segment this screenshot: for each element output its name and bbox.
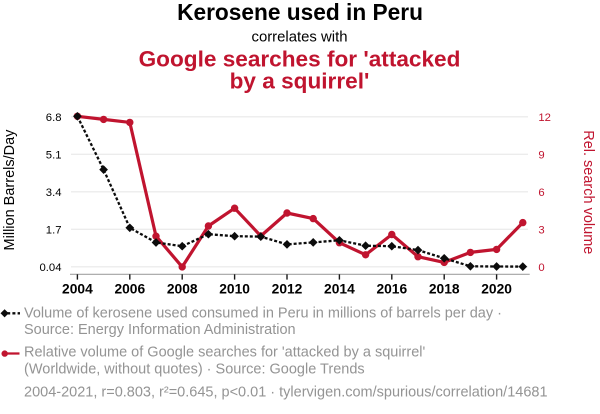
svg-text:3: 3 [538,225,544,237]
svg-text:by a squirrel': by a squirrel' [230,69,370,94]
svg-text:12: 12 [538,112,551,124]
svg-text:(Worldwide, without quotes) ·: (Worldwide, without quotes) · Source: Go… [24,361,365,377]
svg-text:2012: 2012 [272,281,303,296]
svg-text:Rel. search volume: Rel. search volume [580,130,596,254]
svg-text:5.1: 5.1 [46,150,62,162]
svg-text:correlates with: correlates with [252,30,348,46]
svg-text:9: 9 [538,150,544,162]
svg-text:6.8: 6.8 [46,112,62,124]
svg-text:2020: 2020 [481,281,512,296]
svg-text:2010: 2010 [219,281,250,296]
svg-text:2014: 2014 [324,281,355,296]
svg-text:2016: 2016 [376,281,407,296]
svg-text:Source: Energy Information Adm: Source: Energy Information Administratio… [24,322,296,338]
svg-text:Volume of kerosene used consum: Volume of kerosene used consumed in Peru… [24,306,502,322]
svg-text:0.04: 0.04 [40,262,62,274]
svg-text:1.7: 1.7 [46,225,62,237]
svg-text:0: 0 [538,262,544,274]
svg-text:3.4: 3.4 [46,187,62,199]
svg-text:Relative volume of Google sear: Relative volume of Google searches for '… [24,345,425,361]
svg-text:2004-2021, r=0.803, r²=0.645,: 2004-2021, r=0.803, r²=0.645, p<0.01 · t… [24,385,548,401]
svg-text:2018: 2018 [429,281,460,296]
svg-text:Million Barrels/Day: Million Barrels/Day [2,129,18,251]
svg-text:2008: 2008 [167,281,198,296]
svg-text:2004: 2004 [62,281,93,296]
svg-text:Kerosene used in Peru: Kerosene used in Peru [177,0,423,25]
svg-text:2006: 2006 [114,281,145,296]
svg-text:Google searches for 'attacked: Google searches for 'attacked [139,47,461,72]
svg-text:6: 6 [538,187,544,199]
